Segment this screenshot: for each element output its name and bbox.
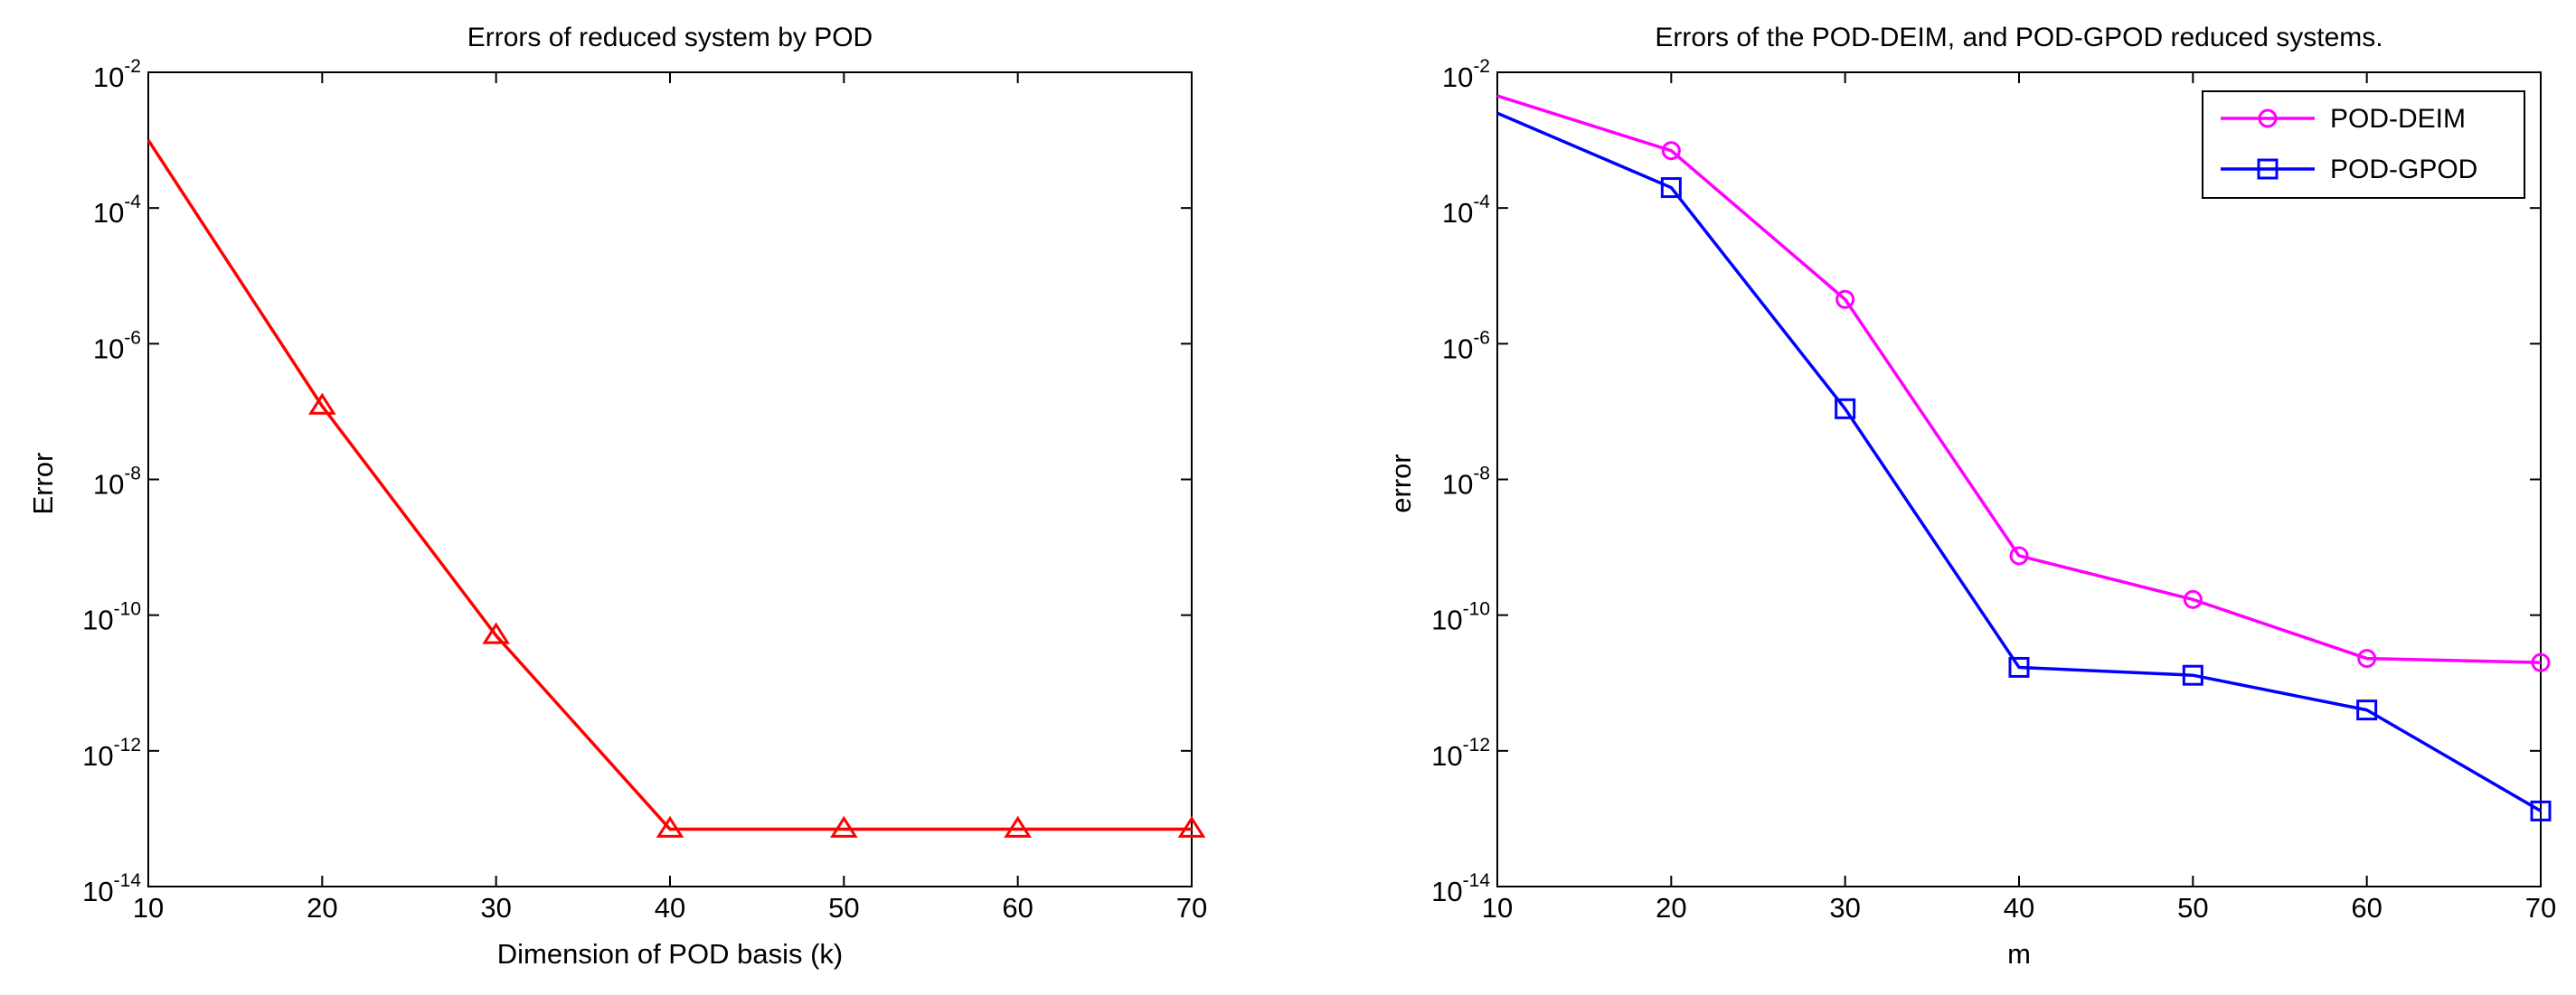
legend-label-pod-gpod: POD-GPOD	[2330, 155, 2477, 184]
data-point-triangle	[656, 815, 684, 838]
chart-deim-gpod-errors: Errors of the POD-DEIM, and POD-GPOD red…	[1385, 23, 2556, 970]
y-tick-label: 10-8	[93, 464, 141, 501]
data-point-square	[1660, 177, 1682, 199]
x-tick-label: 20	[307, 892, 337, 924]
x-tick-label: 70	[2525, 892, 2556, 924]
y-tick-label: 10-8	[1442, 464, 1490, 501]
x-tick-label: 10	[133, 892, 164, 924]
chart-pod-errors: Errors of reduced system by POD 10-1410-…	[27, 23, 1207, 970]
chart-title: Errors of reduced system by POD	[467, 23, 873, 52]
x-tick-label: 50	[2177, 892, 2208, 924]
data-point-circle	[2357, 649, 2377, 669]
x-tick-labels: 10 20 30 40 50 60 70	[133, 892, 1207, 924]
data-point-square	[2182, 664, 2203, 686]
data-point-triangle	[308, 392, 336, 415]
plot-area	[147, 71, 1193, 887]
series-line-pod	[146, 139, 1192, 831]
y-tick-labels: 10-14 10-12 10-10 10-8 10-6 10-4 10-2	[82, 56, 141, 907]
data-point-circle	[1661, 141, 1681, 161]
y-tick-label: 10-2	[1442, 56, 1490, 93]
x-tick-label: 30	[480, 892, 511, 924]
x-tick-label: 50	[828, 892, 859, 924]
legend-marker-square	[2257, 158, 2279, 180]
x-tick-label: 10	[1482, 892, 1513, 924]
y-tick-label: 10-6	[1442, 327, 1490, 364]
data-point-square	[1835, 398, 1856, 419]
y-tick-label: 10-6	[93, 327, 141, 364]
x-tick-label: 40	[2004, 892, 2034, 924]
x-tick-label: 60	[1002, 892, 1033, 924]
series-layer	[1496, 94, 2552, 821]
series-layer	[146, 139, 1206, 838]
y-tick-label: 10-12	[82, 735, 141, 772]
y-tick-label: 10-10	[1431, 599, 1490, 636]
legend-entry-pod-deim: POD-DEIM	[2221, 104, 2466, 134]
y-tick-labels: 10-14 10-12 10-10 10-8 10-6 10-4 10-2	[1431, 56, 1490, 907]
y-tick-label: 10-12	[1431, 735, 1490, 772]
y-tick-label: 10-10	[82, 599, 141, 636]
y-tick-label: 10-4	[93, 192, 141, 229]
data-point-square	[2008, 656, 2030, 678]
legend-label-pod-deim: POD-DEIM	[2330, 104, 2466, 134]
data-point-circle	[1835, 289, 1855, 309]
data-point-triangle	[1177, 815, 1206, 838]
x-axis-label: Dimension of POD basis (k)	[497, 938, 843, 970]
data-point-square	[2530, 800, 2552, 821]
series-line-pod-deim	[1496, 94, 2542, 664]
data-point-circle	[2183, 589, 2203, 609]
legend: POD-DEIM POD-GPOD	[2202, 90, 2525, 199]
x-tick-label: 70	[1176, 892, 1207, 924]
axis-ticks	[147, 71, 1193, 887]
x-tick-label: 40	[655, 892, 685, 924]
legend-entry-pod-gpod: POD-GPOD	[2221, 155, 2477, 184]
data-point-circle	[2531, 652, 2551, 672]
data-point-triangle	[830, 815, 858, 838]
y-tick-label: 10-4	[1442, 192, 1490, 229]
axis-ticks	[1496, 71, 2542, 887]
legend-marker-circle	[2258, 108, 2278, 128]
data-point-triangle	[1004, 815, 1032, 838]
data-point-circle	[2009, 546, 2029, 566]
y-axis-label: Error	[27, 453, 59, 515]
x-tick-label: 20	[1656, 892, 1686, 924]
y-axis-label: error	[1385, 454, 1417, 512]
x-tick-labels: 10 20 30 40 50 60 70	[1482, 892, 2556, 924]
y-tick-label: 10-2	[93, 56, 141, 93]
chart-title: Errors of the POD-DEIM, and POD-GPOD red…	[1655, 23, 2383, 52]
series-line-pod-gpod	[1496, 111, 2542, 812]
data-point-square	[2356, 699, 2378, 721]
x-axis-label: m	[2007, 938, 2031, 970]
y-tick-label: 10-14	[1431, 870, 1490, 907]
x-tick-label: 30	[1829, 892, 1860, 924]
y-tick-label: 10-14	[82, 870, 141, 907]
legend-box	[2202, 90, 2525, 199]
x-tick-label: 60	[2351, 892, 2382, 924]
data-point-triangle	[482, 622, 510, 644]
